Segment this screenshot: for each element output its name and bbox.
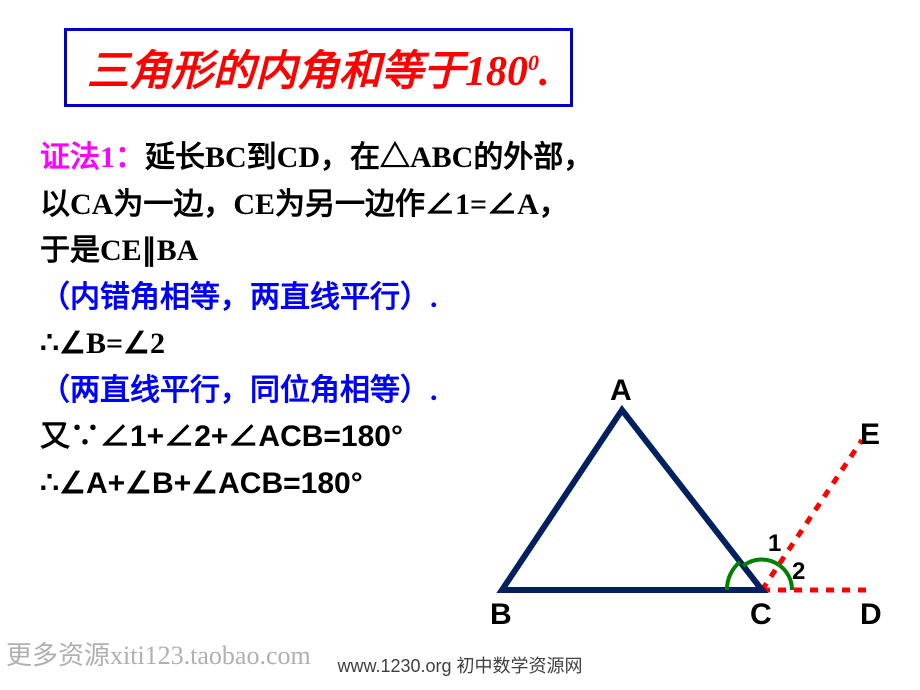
label-A: A [610,374,632,408]
line-5: ∴∠B=∠2 [40,321,880,368]
title-box: 三角形的内角和等于1800. [64,28,573,107]
label-D: D [860,598,882,632]
label-E: E [860,418,880,452]
line-1b: 延长BC到CD，在△ABC的外部， [145,141,593,174]
label-angle-1: 1 [768,530,781,558]
proof-label: 证法1： [40,141,145,174]
line-2: 以CA为一边，CE为另一边作∠1=∠A， [40,182,880,229]
label-C: C [750,598,772,632]
title-period: . [539,49,550,95]
angle-2-arc [779,565,792,590]
triangle-diagram: A B C D E 1 2 [472,380,892,640]
diagram-svg [472,380,892,640]
label-angle-2: 2 [792,558,805,586]
footer-center: www.1230.org 初中数学资源网 [337,652,582,678]
line-CE [762,440,862,590]
footer-left: 更多资源xiti123.taobao.com [6,635,311,672]
title-main: 三角形的内角和等于180 [87,49,528,95]
line-3: 于是CE∥BA [40,228,880,275]
triangle-ABC [502,410,762,590]
page-title: 三角形的内角和等于1800. [87,49,550,95]
angle-1-arc [743,559,779,566]
angle-ACB-arc [727,562,740,590]
label-B: B [490,598,512,632]
title-superscript: 0 [528,50,539,75]
line-4: （内错角相等，两直线平行）. [40,275,880,322]
line-1: 证法1：延长BC到CD，在△ABC的外部， [40,135,880,182]
